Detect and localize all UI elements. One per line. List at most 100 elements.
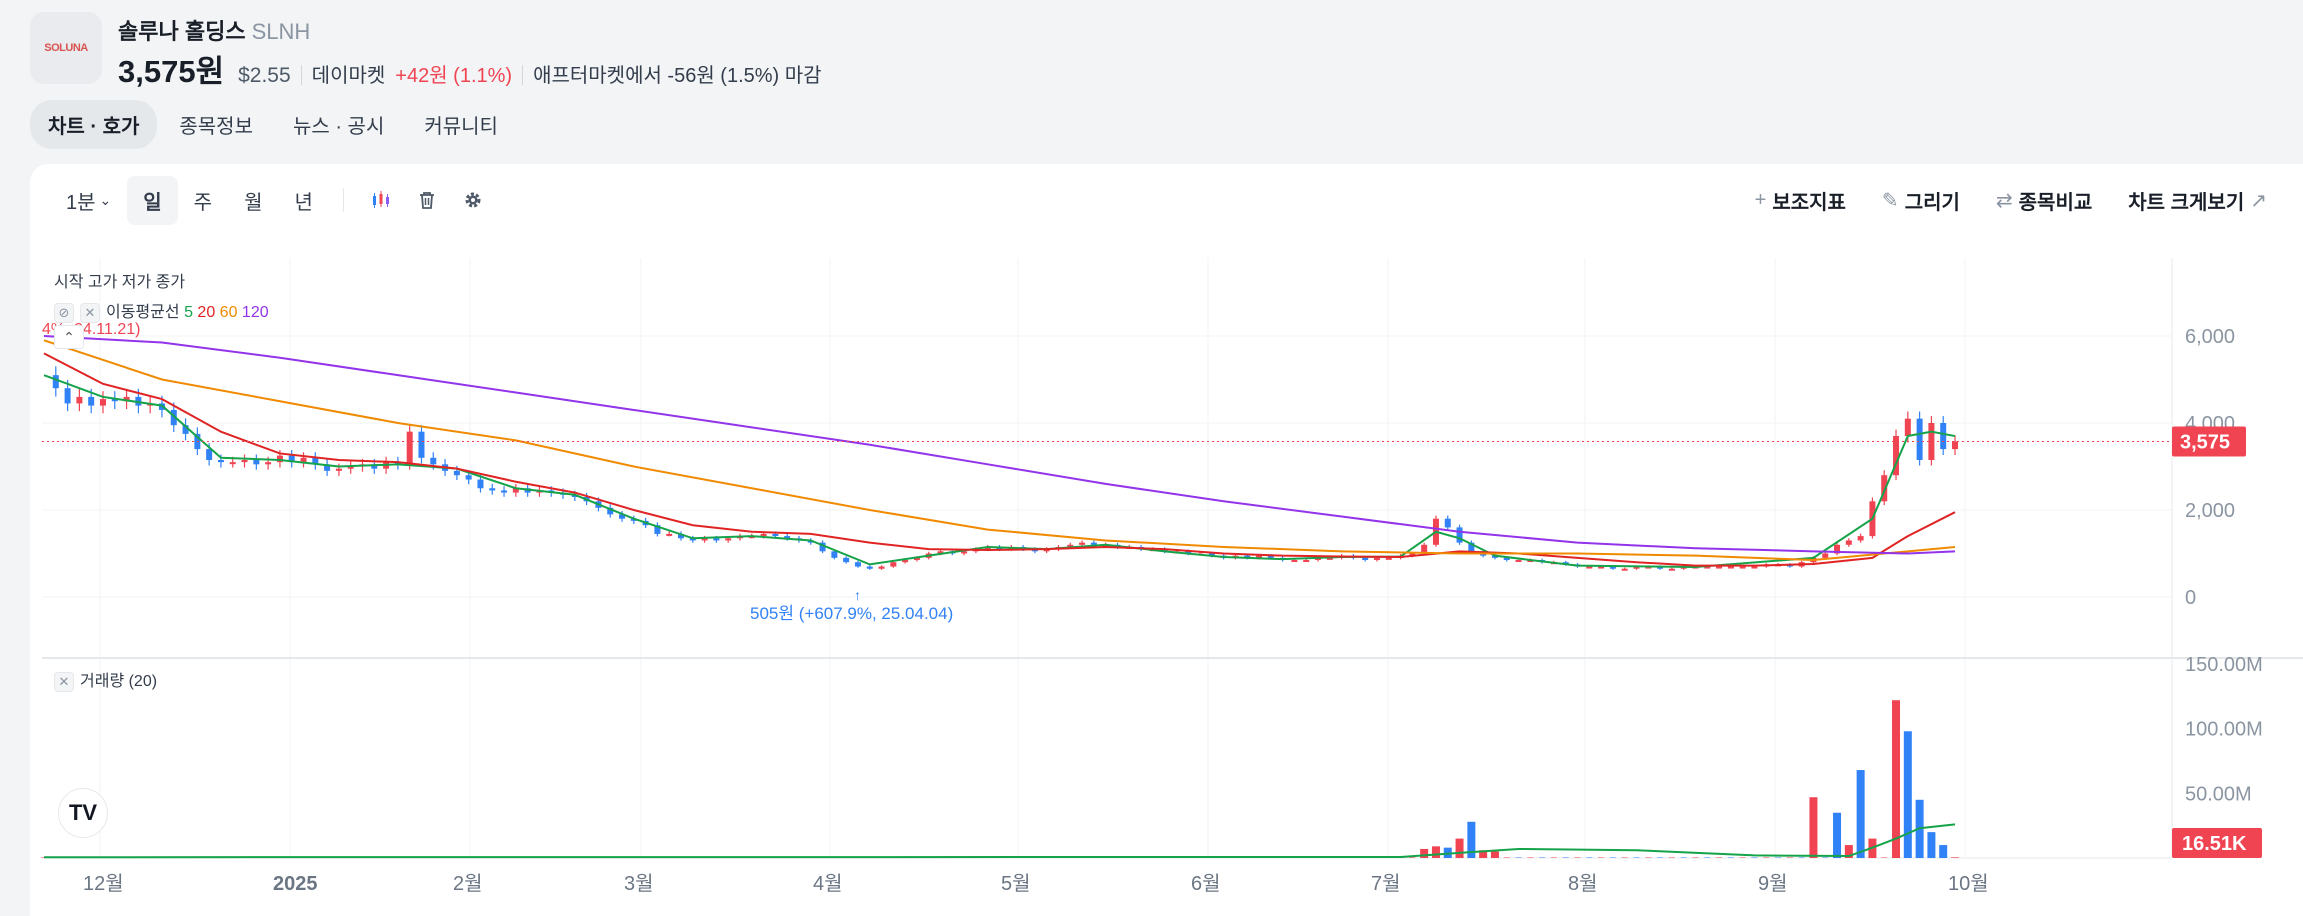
candle-body	[1716, 566, 1723, 569]
candle-body	[1421, 544, 1428, 554]
fullscreen-button[interactable]: 차트 크게보기 ↗	[2112, 176, 2283, 225]
volume-bar	[1431, 846, 1440, 858]
close-icon[interactable]: ✕	[54, 672, 74, 692]
ma-line-20	[43, 352, 1956, 567]
candle-body	[843, 557, 850, 563]
volume-bar-base	[1680, 857, 1687, 858]
candle-body	[335, 468, 342, 471]
volume-bar	[1903, 731, 1912, 858]
candle-body	[1244, 555, 1251, 558]
period-day[interactable]: 일	[127, 175, 178, 225]
interval-dropdown[interactable]: 1분 ⌄	[50, 176, 127, 225]
compare-button[interactable]: ⇄ 종목비교	[1980, 176, 2108, 225]
candle-body	[701, 538, 708, 541]
candle-body	[1727, 566, 1734, 569]
candle-body	[1256, 555, 1263, 558]
candle-body	[288, 455, 295, 463]
candle-body	[1409, 553, 1416, 556]
swap-icon: ⇄	[1995, 189, 2013, 212]
tab-chart[interactable]: 차트 · 호가	[30, 100, 158, 149]
toolbar-divider	[342, 188, 344, 212]
candle-body	[890, 562, 897, 567]
expand-icon: ↗	[2250, 189, 2267, 212]
plus-icon: +	[1754, 188, 1767, 211]
stock-name-row: 솔루나 홀딩스 SLNH	[118, 14, 310, 46]
candle-body	[1067, 544, 1074, 547]
tab-info[interactable]: 종목정보	[179, 116, 253, 138]
candle-body	[1952, 441, 1958, 450]
candle-body	[1326, 557, 1333, 560]
eye-off-icon[interactable]: ⊘	[54, 303, 74, 323]
candle-body	[1609, 566, 1616, 569]
candle-body	[253, 459, 260, 465]
volume-bar	[1467, 821, 1476, 858]
x-tick-label: 5월	[1001, 872, 1031, 895]
candle-body	[1739, 566, 1746, 569]
indicator-button[interactable]: + 보조지표	[1739, 176, 1862, 225]
candle-body	[1668, 568, 1675, 571]
volume-bar-base	[1798, 857, 1805, 858]
volume-bar-base	[1609, 857, 1616, 858]
company-logo: SOLUNA	[30, 12, 102, 84]
candle-body	[1267, 555, 1274, 558]
candle-body	[1291, 560, 1298, 563]
candle-body	[1503, 557, 1510, 561]
volume-bar	[1951, 857, 1959, 858]
volume-bar-base	[1574, 857, 1581, 858]
volume-bar-base	[1692, 857, 1699, 858]
compare-label: 종목비교	[2018, 191, 2093, 214]
candle-body	[182, 425, 189, 434]
x-tick-label: 6월	[1191, 872, 1221, 895]
candle-body	[1527, 560, 1534, 563]
trash-icon[interactable]	[404, 180, 450, 220]
volume-bar	[1455, 838, 1464, 858]
period-month[interactable]: 월	[244, 191, 263, 214]
candle-body	[1161, 549, 1168, 552]
period-year[interactable]: 년	[294, 191, 313, 214]
close-icon[interactable]: ✕	[80, 303, 100, 323]
candle-body	[300, 457, 307, 463]
gear-icon[interactable]	[450, 180, 496, 220]
volume-bar-base	[1586, 857, 1593, 858]
volume-bar-base	[1775, 857, 1782, 858]
x-tick-label: 10월	[1948, 872, 1989, 895]
volume-bar-base	[1786, 857, 1793, 858]
candle-body	[1491, 555, 1498, 558]
stock-ticker: SLNH	[251, 19, 311, 44]
volume-bar-base	[1409, 857, 1416, 858]
x-tick-label: 12월	[83, 872, 124, 895]
volume-label: 거래량 (20)	[80, 673, 158, 690]
usd-price: $2.55	[238, 64, 291, 87]
volume-ma-line	[43, 823, 1956, 859]
candle-body	[312, 457, 319, 465]
tradingview-logo[interactable]: TV	[58, 788, 108, 838]
ma60-label: 60	[219, 304, 238, 321]
period-week[interactable]: 주	[193, 191, 213, 214]
candle-body	[1208, 553, 1215, 556]
candle-body	[1845, 540, 1852, 545]
candle-body	[1586, 566, 1593, 569]
candle-body	[678, 533, 684, 539]
volume-bar-base	[1598, 857, 1605, 858]
volume-bar	[1844, 845, 1853, 858]
current-price: 3,575원	[118, 54, 225, 89]
volume-bar-base	[1527, 857, 1534, 858]
divider	[522, 65, 524, 85]
volume-legend: ✕ 거래량 (20)	[54, 667, 157, 692]
draw-button[interactable]: ✎ 그리기	[1866, 176, 1976, 225]
volume-bar	[1892, 700, 1901, 858]
low-marker-arrow: ↑	[854, 587, 861, 603]
candle-type-icon[interactable]	[358, 180, 404, 220]
ma-line-60	[43, 339, 1956, 562]
tab-community[interactable]: 커뮤니티	[424, 116, 498, 138]
candle-body	[394, 462, 401, 465]
candle-body	[489, 488, 496, 491]
candle-body	[217, 459, 224, 463]
tab-news[interactable]: 뉴스 · 공시	[292, 116, 385, 138]
collapse-legend-button[interactable]: ⌃	[54, 325, 84, 349]
candle-body	[512, 488, 519, 493]
candle-body	[654, 525, 661, 534]
candle-body	[1857, 536, 1864, 541]
candle-body	[406, 431, 413, 465]
